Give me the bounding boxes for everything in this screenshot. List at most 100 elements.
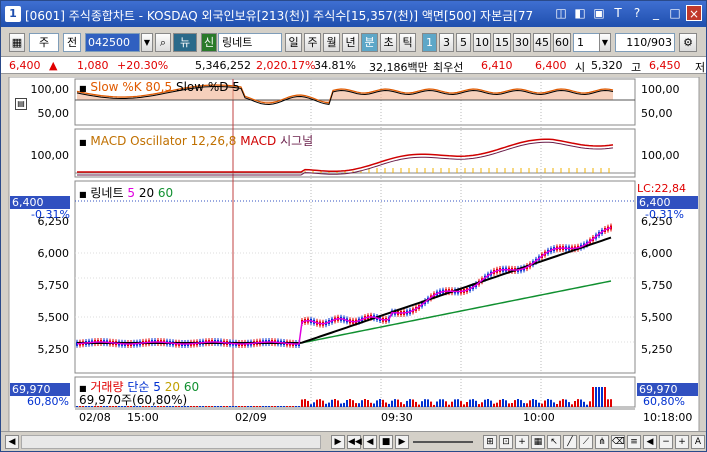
interval-button[interactable]: 30 bbox=[513, 33, 531, 52]
priority-label: 최우선 bbox=[433, 61, 464, 74]
period-button[interactable]: 주 bbox=[304, 33, 321, 52]
pin-icon[interactable]: ◧ bbox=[574, 6, 586, 20]
macd-line-label[interactable]: MACD bbox=[240, 134, 277, 148]
grid-icon[interactable]: ▦ bbox=[9, 33, 25, 52]
stop-icon[interactable]: ■ bbox=[379, 435, 393, 449]
rewind-icon[interactable]: ◀◀ bbox=[347, 435, 362, 449]
code-input[interactable]: 042500 bbox=[85, 33, 140, 52]
line-icon[interactable]: ╱ bbox=[563, 435, 577, 449]
interval-button[interactable]: 60 bbox=[553, 33, 571, 52]
scope-select[interactable]: 전 bbox=[63, 33, 81, 52]
step-back-icon[interactable]: ◀ bbox=[363, 435, 377, 449]
period-button[interactable]: 초 bbox=[380, 33, 397, 52]
view-select[interactable]: 뉴 bbox=[173, 33, 197, 52]
search-icon[interactable]: ⌕ bbox=[155, 33, 171, 52]
play-icon[interactable]: ▶ bbox=[395, 435, 409, 449]
turnover-value: 34.81% bbox=[314, 59, 356, 72]
scroll-right-icon[interactable]: ▶ bbox=[331, 435, 345, 449]
interval-button[interactable]: 3 bbox=[439, 33, 454, 52]
stock-label[interactable]: 링네트 bbox=[90, 186, 124, 200]
ma-type-label[interactable]: 단순 bbox=[127, 380, 150, 394]
plus-icon[interactable]: + bbox=[675, 435, 689, 449]
volume-bar bbox=[559, 400, 561, 407]
volume-bar bbox=[361, 400, 363, 407]
stoch-settings-icon[interactable]: ▤ bbox=[15, 98, 27, 110]
grid-icon[interactable]: ▦ bbox=[531, 435, 545, 449]
chart-area[interactable]: 100,00 100,00 50,00 50,00 100,00 100,00 6,250 6… bbox=[1, 77, 706, 433]
volume-bar bbox=[121, 406, 123, 407]
interval-button[interactable]: 15 bbox=[493, 33, 511, 52]
vol-ma60-label[interactable]: 60 bbox=[183, 380, 200, 394]
volume-bar bbox=[529, 400, 531, 407]
settings-icon[interactable]: ⚙ bbox=[679, 33, 697, 52]
volume-bar bbox=[265, 406, 267, 407]
volume-bar bbox=[259, 406, 261, 407]
arrow-icon[interactable]: ↖ bbox=[547, 435, 561, 449]
scroll-track[interactable] bbox=[21, 435, 321, 449]
volume-bar bbox=[94, 406, 96, 407]
volume-bar bbox=[223, 406, 225, 407]
link-icon[interactable]: ◫ bbox=[555, 6, 567, 20]
minimize-icon[interactable]: _ bbox=[653, 6, 659, 20]
volume-bar bbox=[454, 399, 456, 407]
y-axis-label: 5,750 bbox=[38, 279, 70, 292]
help-icon[interactable]: ? bbox=[633, 6, 641, 20]
period-button[interactable]: 분 bbox=[361, 33, 378, 52]
volume-bar bbox=[562, 399, 564, 407]
zoom-area-icon[interactable]: ⊡ bbox=[499, 435, 513, 449]
volume-label[interactable]: 거래량 bbox=[90, 380, 124, 394]
eraser-icon[interactable]: ⌫ bbox=[611, 435, 625, 449]
text-icon[interactable]: T bbox=[614, 6, 622, 20]
ma60-label[interactable]: 60 bbox=[157, 186, 174, 200]
fork-icon[interactable]: ⋔ bbox=[595, 435, 609, 449]
title-bar[interactable]: 1 [0601] 주식종합차트 - KOSDAQ 외국인보유[213(천)] 주… bbox=[1, 1, 706, 27]
interval-button[interactable]: 10 bbox=[473, 33, 491, 52]
maximize-icon[interactable]: □ bbox=[669, 6, 681, 20]
crosshair-icon[interactable]: + bbox=[515, 435, 529, 449]
vol-ma5-label[interactable]: 5 bbox=[153, 380, 161, 394]
high-label: 고 bbox=[631, 61, 642, 74]
speed-slider[interactable] bbox=[413, 441, 473, 443]
font-size-icon[interactable]: A bbox=[691, 435, 705, 449]
volume-bar bbox=[328, 402, 330, 407]
left-volume-pct: 60,80% bbox=[27, 395, 69, 408]
volume-bar bbox=[235, 406, 237, 407]
period-button[interactable]: 일 bbox=[285, 33, 302, 52]
zoom-fit-icon[interactable]: ⊞ bbox=[483, 435, 497, 449]
volume-bar bbox=[316, 399, 318, 407]
flag-icon[interactable]: ▣ bbox=[593, 6, 605, 20]
volume-bar bbox=[487, 399, 489, 407]
y-axis-label: 6,250 bbox=[38, 215, 70, 228]
period-button[interactable]: 틱 bbox=[399, 33, 416, 52]
interval-button[interactable]: 45 bbox=[533, 33, 551, 52]
volume-bar bbox=[589, 401, 591, 407]
interval-button[interactable]: 1 bbox=[422, 33, 437, 52]
trend-icon[interactable]: ⟋ bbox=[579, 435, 593, 449]
period-button[interactable]: 년 bbox=[342, 33, 359, 52]
interval-button[interactable]: 5 bbox=[456, 33, 471, 52]
stoch-k-label[interactable]: Slow %K 80,5 bbox=[90, 80, 173, 94]
volume-bar bbox=[463, 404, 465, 407]
volume-bar bbox=[556, 404, 558, 407]
close-icon[interactable]: × bbox=[686, 5, 702, 21]
volume-bar bbox=[583, 401, 585, 407]
prev-icon[interactable]: ◀ bbox=[643, 435, 657, 449]
period-button[interactable]: 월 bbox=[323, 33, 340, 52]
scroll-left-icon[interactable]: ◀ bbox=[5, 435, 19, 449]
chevron-down-icon[interactable]: ▼ bbox=[599, 33, 611, 52]
volume-bar bbox=[226, 406, 228, 407]
page-count-field[interactable]: 110/903 bbox=[615, 33, 675, 52]
volume-bar bbox=[124, 406, 126, 407]
volume-bar bbox=[118, 406, 120, 407]
stoch-d-label[interactable]: Slow %D 5 bbox=[175, 80, 240, 94]
vol-ma20-label[interactable]: 20 bbox=[164, 380, 181, 394]
ma5-label[interactable]: 5 bbox=[127, 186, 135, 200]
chevron-down-icon[interactable]: ▼ bbox=[141, 33, 153, 52]
macd-signal-label[interactable]: 시그널 bbox=[280, 134, 314, 148]
market-select[interactable]: 주 bbox=[29, 33, 59, 52]
minus-icon[interactable]: − bbox=[659, 435, 673, 449]
ma20-label[interactable]: 20 bbox=[138, 186, 155, 200]
volume-bar bbox=[373, 403, 375, 407]
fib-icon[interactable]: ≡ bbox=[627, 435, 641, 449]
macd-osc-label[interactable]: MACD Oscillator 12,26,8 bbox=[90, 134, 237, 148]
